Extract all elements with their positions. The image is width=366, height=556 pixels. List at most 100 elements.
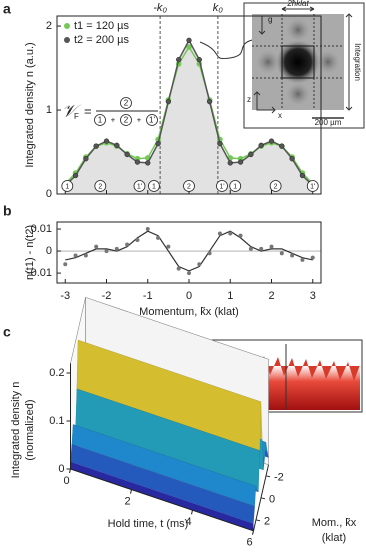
data-point [228, 231, 233, 236]
data-point [186, 37, 192, 43]
t-tick [252, 530, 254, 535]
inset-label: g [268, 15, 272, 24]
formula-term: 2 [124, 99, 129, 108]
data-point [145, 227, 150, 232]
data-point [104, 249, 109, 254]
data-point [227, 160, 233, 166]
x-tick-label: 3 [310, 290, 316, 302]
x-tick-label: -1 [143, 290, 153, 302]
y-tick-label: 2 [46, 20, 52, 32]
data-point [145, 160, 151, 166]
region-marker [133, 180, 146, 192]
y-tick-label: 0 [46, 188, 52, 200]
data-point [300, 257, 305, 262]
t-tick [69, 468, 71, 474]
data-point [83, 156, 89, 162]
inset-label: 200 µm [315, 118, 342, 127]
t-tick-label: 0 [63, 475, 69, 487]
region-marker [183, 180, 195, 192]
region-marker [94, 180, 107, 192]
formula-term: + [111, 116, 116, 125]
panel-letter: a [3, 1, 11, 17]
legend-marker [64, 23, 70, 29]
k-tick-label: 2 [264, 516, 270, 528]
data-point [310, 255, 315, 260]
data-point [299, 172, 306, 179]
data-point [73, 253, 78, 258]
z-tick-label: 0.2 [49, 367, 64, 379]
connector [199, 39, 253, 60]
k-tick-label: -2 [274, 472, 284, 484]
reference-label: -k₀ [153, 2, 167, 14]
data-point [186, 44, 192, 50]
region-marker [306, 180, 319, 192]
region-marker [216, 180, 228, 192]
legend-label: t2 = 200 µs [74, 34, 129, 46]
region-label: 2 [274, 183, 278, 190]
x-tick-label: -3 [60, 290, 70, 302]
formula-term: + [137, 116, 142, 125]
region-label: 2 [187, 183, 191, 190]
formula-circle [146, 114, 158, 126]
region-marker [61, 180, 74, 192]
data-point [83, 253, 88, 258]
formula-symbol: 𝒱 [62, 101, 82, 120]
inset-blob [286, 82, 310, 106]
region-label: 1' [219, 183, 224, 190]
data-point [268, 138, 275, 144]
z-tick-label: 0.1 [49, 415, 64, 427]
inset-label: x [278, 111, 282, 120]
data-point [166, 244, 171, 249]
y-axis-label: n(t1) - n(t2) [24, 225, 36, 280]
data-point [165, 98, 172, 105]
region-label: 1 [233, 183, 237, 190]
y-tick-label: 0.01 [31, 223, 52, 235]
region-marker [269, 180, 282, 192]
inset-box [281, 45, 315, 79]
data-point [94, 244, 99, 249]
z-axis-label: Integrated density n [10, 382, 22, 479]
legend-marker [64, 37, 70, 43]
legend-label: t1 = 120 µs [74, 20, 129, 32]
formula-term: 1' [149, 116, 155, 125]
y-axis-label: (klat) [322, 532, 346, 544]
formula-circle [120, 114, 132, 126]
z-tick-label: 0 [58, 463, 64, 475]
data-point [176, 57, 182, 63]
x-tick-label: 1 [227, 290, 233, 302]
data-point [114, 142, 120, 148]
panel-letter: c [3, 324, 11, 340]
x-tick-label: -2 [102, 290, 112, 302]
t-tick [191, 510, 193, 515]
inset-arrow [345, 13, 353, 111]
inset-blob [256, 50, 280, 74]
y-tick-label: 1 [46, 104, 52, 116]
reference-label: k₀ [213, 2, 224, 14]
data-point [196, 57, 202, 63]
data-point [187, 271, 191, 276]
data-point [72, 172, 79, 179]
inset-blob [316, 50, 340, 74]
x-tick-label: 2 [268, 290, 274, 302]
data-point [176, 266, 181, 271]
surface-front [70, 461, 254, 531]
t-tick-label: 4 [185, 516, 191, 528]
data-point [248, 246, 253, 251]
data-point [93, 143, 99, 149]
y-tick-label: -0.01 [27, 267, 52, 279]
data-point [206, 98, 213, 105]
region-label: 1' [137, 183, 142, 190]
inset-image [199, 2, 365, 129]
data-point [103, 138, 110, 144]
inset-blob [276, 40, 320, 84]
inset-label: 2ħklat [286, 0, 309, 8]
formula-term: 2 [124, 116, 129, 125]
region-label: 1 [152, 183, 156, 190]
formula-circle [94, 114, 106, 126]
t-tick-label: 6 [246, 537, 252, 549]
inset-label: z [247, 95, 251, 104]
formula-subscript: F [74, 112, 79, 121]
data-point [156, 235, 161, 240]
data-point [125, 242, 130, 247]
